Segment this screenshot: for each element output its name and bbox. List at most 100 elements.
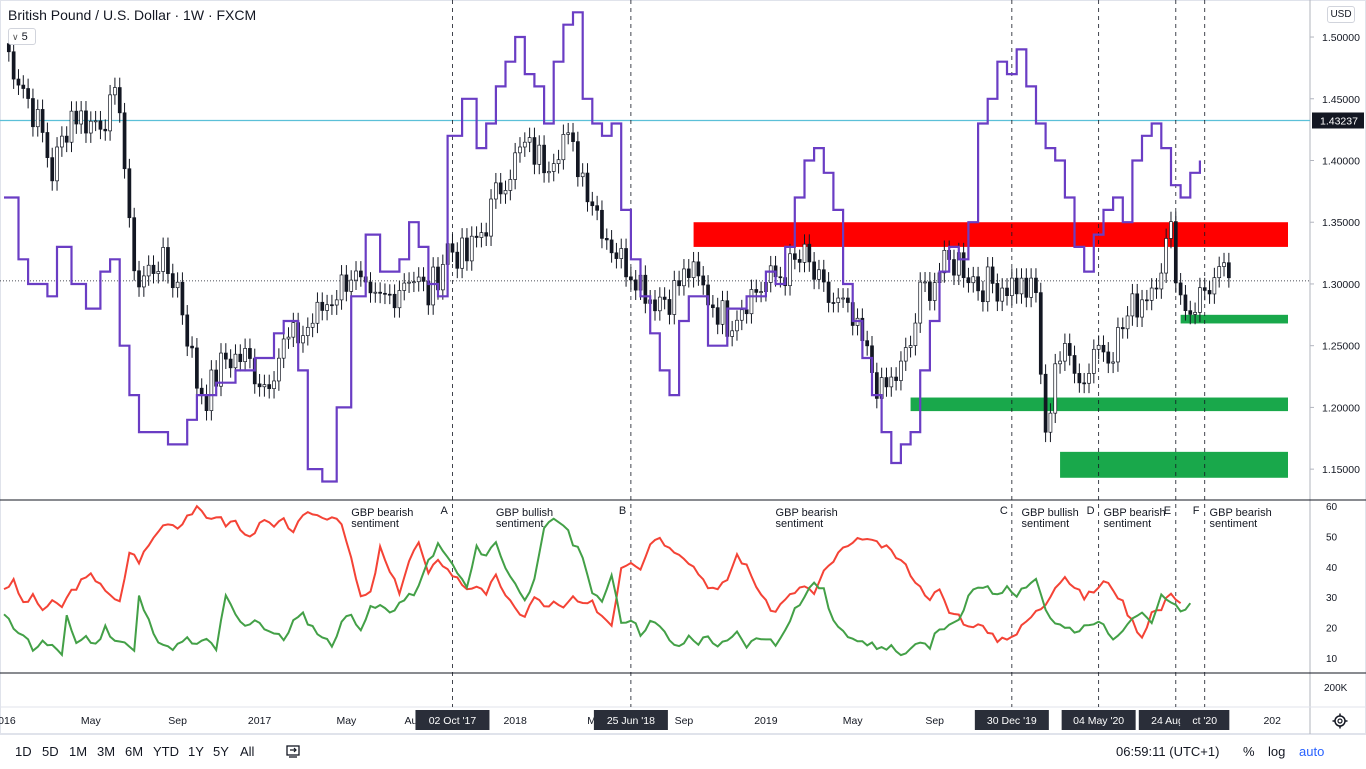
candle-body — [1082, 382, 1087, 385]
chart-svg[interactable]: A B C D E F 1.50000 1.45000 1.40000 1.35000 1.3000… — [0, 0, 1366, 734]
time-axis-label: 2017 — [248, 715, 272, 727]
range-6m[interactable]: 6M — [125, 744, 144, 759]
time-axis-label: 202 — [1263, 715, 1281, 727]
candle-body — [373, 291, 378, 294]
price-tick-label: 1.45000 — [1322, 94, 1360, 106]
candle-body — [1053, 363, 1058, 414]
candle-body — [1183, 294, 1188, 312]
candle-body — [416, 276, 421, 283]
candle-body — [233, 353, 238, 369]
range-all[interactable]: All — [240, 744, 255, 759]
candle-body — [60, 135, 64, 148]
candle-body — [874, 372, 879, 399]
percent-toggle[interactable]: % — [1243, 744, 1255, 759]
sentiment-annotation: GBP bearish — [1103, 507, 1165, 519]
candle-body — [768, 265, 773, 283]
clock: 06:59:11 (UTC+1) — [1116, 744, 1220, 759]
candle-body — [720, 300, 725, 325]
range-5d[interactable]: 5D — [42, 744, 59, 759]
sentiment-annotation: sentiment — [351, 518, 399, 530]
range-3m[interactable]: 3M — [97, 744, 116, 759]
candle-body — [1169, 221, 1173, 239]
time-axis-label: ct '20 — [1192, 715, 1217, 727]
candle-body — [330, 304, 334, 307]
candle-body — [209, 369, 214, 411]
candle-body — [831, 302, 836, 304]
interval-chip[interactable]: ∨ 5 — [8, 28, 36, 45]
candle-body — [469, 235, 474, 262]
candle-body — [802, 243, 807, 263]
candle-body — [387, 293, 392, 296]
candle-body — [383, 292, 387, 295]
candle-body — [846, 297, 850, 303]
candle-body — [600, 209, 604, 239]
candle-body — [817, 269, 821, 280]
candle-body — [1048, 412, 1053, 433]
range-ytd[interactable]: YTD — [153, 744, 179, 759]
candle-body — [277, 357, 281, 382]
current-price-label: 1.43237 — [1320, 115, 1358, 127]
replay-icon[interactable] — [285, 743, 301, 759]
candle-body — [952, 259, 956, 276]
candle-body — [339, 274, 344, 301]
currency-button[interactable]: USD — [1327, 6, 1355, 23]
candle-body — [1198, 287, 1202, 313]
range-1y[interactable]: 1Y — [188, 744, 204, 759]
zone-support-1 — [1180, 314, 1288, 324]
sentiment-annotation: sentiment — [496, 518, 544, 530]
candle-body — [1188, 310, 1193, 315]
candle-body — [484, 232, 489, 237]
candle-body — [735, 319, 739, 332]
range-1d[interactable]: 1D — [15, 744, 32, 759]
range-1m[interactable]: 1M — [69, 744, 88, 759]
symbol-title: British Pound / U.S. Dollar · 1W · FXCM — [8, 7, 257, 23]
range-5y[interactable]: 5Y — [213, 744, 229, 759]
candle-body — [455, 251, 460, 269]
candle-body — [1149, 287, 1154, 301]
candle-body — [465, 237, 469, 262]
candle-body — [50, 157, 55, 182]
candle-body — [566, 132, 571, 135]
candle-body — [609, 239, 614, 254]
candle-body — [1135, 293, 1140, 318]
candle-body — [21, 84, 26, 89]
candle-body — [248, 348, 252, 359]
candle-body — [590, 201, 595, 207]
candle-body — [204, 394, 209, 411]
price-tick-label: 1.15000 — [1322, 464, 1360, 476]
candle-body — [508, 179, 513, 191]
auto-toggle[interactable]: auto — [1299, 744, 1325, 759]
current-price-badge — [1312, 112, 1364, 129]
candle-body — [865, 340, 870, 347]
candle-body — [1058, 360, 1062, 365]
candle-body — [672, 280, 677, 315]
candle-body — [1120, 327, 1125, 330]
candle-body — [151, 264, 156, 274]
candle-body — [754, 289, 759, 293]
candle-body — [575, 141, 580, 178]
candle-body — [489, 198, 493, 237]
candle-body — [262, 384, 267, 388]
candle-body — [450, 243, 455, 253]
candle-body — [580, 172, 585, 178]
candle-body — [440, 264, 445, 291]
candle-body — [1043, 373, 1048, 433]
chart-frame — [0, 0, 1366, 734]
sentiment-annotation: GBP bullish — [496, 507, 553, 519]
gear-icon[interactable] — [1332, 713, 1348, 729]
time-axis-label: 2019 — [754, 715, 778, 727]
log-toggle[interactable]: log — [1268, 744, 1286, 759]
candle-body — [1000, 287, 1005, 302]
candle-body — [788, 253, 792, 287]
candle-body — [923, 281, 927, 284]
candle-body — [932, 282, 937, 301]
candle-body — [315, 301, 320, 324]
candle-body — [1072, 355, 1077, 374]
event-marker-letter: B — [619, 505, 626, 517]
candle-body — [918, 281, 923, 324]
candle-body — [542, 144, 546, 174]
candle-body — [1077, 373, 1082, 384]
candle-body — [792, 253, 797, 260]
candle-body — [257, 383, 262, 388]
